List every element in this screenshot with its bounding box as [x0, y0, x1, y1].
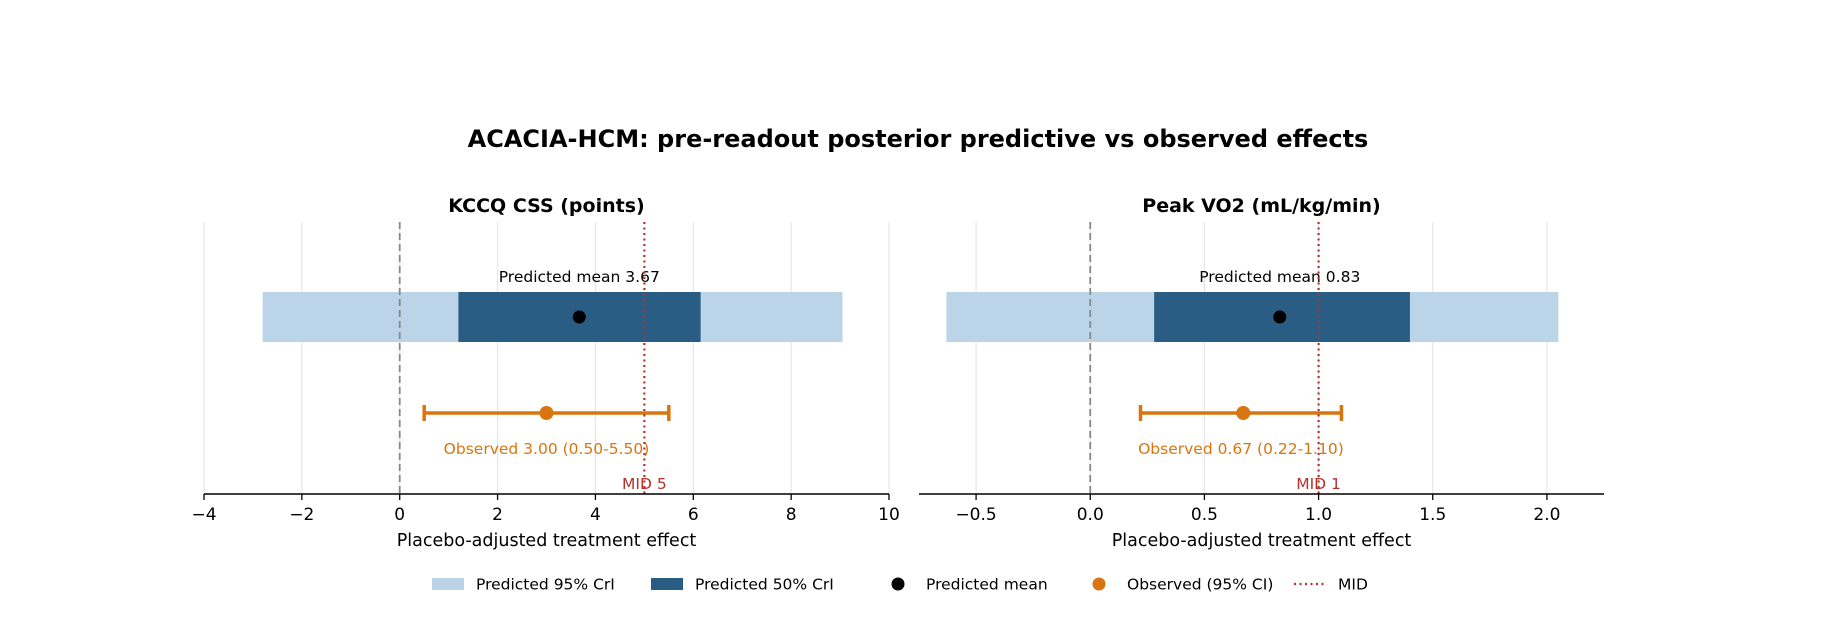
- x-tick-label: 6: [688, 505, 699, 525]
- mid-label: MID 1: [1296, 475, 1341, 493]
- observed-point: [539, 406, 554, 420]
- x-tick-label: −2: [289, 505, 314, 525]
- mid-label: MID 5: [622, 475, 667, 493]
- x-axis-label: Placebo-adjusted treatment effect: [1112, 531, 1412, 551]
- legend-label: MID: [1338, 576, 1368, 594]
- x-tick-label: −0.5: [955, 505, 996, 525]
- predicted-mean-label: Predicted mean 0.83: [1199, 268, 1360, 286]
- legend-label: Predicted 50% CrI: [695, 576, 834, 594]
- legend-label: Predicted mean: [926, 576, 1048, 594]
- panel-kccq-css: KCCQ CSS (points) Predicted mean 3.67 Obse…: [191, 195, 899, 551]
- x-tick-label: 0.0: [1077, 505, 1104, 525]
- x-axis-label: Placebo-adjusted treatment effect: [397, 531, 697, 551]
- x-tick-label: 1.0: [1305, 505, 1332, 525]
- panel-peak-vo2: Peak VO2 (mL/kg/min) Predicted mean 0.83 O…: [919, 195, 1604, 551]
- x-tick-label: 10: [878, 505, 900, 525]
- panel-title: KCCQ CSS (points): [448, 195, 644, 217]
- legend: Predicted 95% CrI Predicted 50% CrI Predic…: [432, 576, 1368, 594]
- x-tick-label: 2: [492, 505, 503, 525]
- x-tick-label: 1.5: [1419, 505, 1446, 525]
- figure-title: ACACIA-HCM: pre-readout posterior predic…: [468, 125, 1369, 153]
- predicted-mean-point: [572, 310, 586, 324]
- panel-title: Peak VO2 (mL/kg/min): [1142, 195, 1380, 217]
- x-tick-label: 4: [590, 505, 601, 525]
- legend-50-cri-swatch: [651, 578, 683, 590]
- x-tick-label: 8: [786, 505, 797, 525]
- observed-label: Observed 0.67 (0.22-1.10): [1138, 440, 1344, 458]
- x-tick-label: 2.0: [1533, 505, 1560, 525]
- legend-label: Predicted 95% CrI: [476, 576, 615, 594]
- legend-label: Observed (95% CI): [1127, 576, 1273, 594]
- observed-label: Observed 3.00 (0.50-5.50): [444, 440, 650, 458]
- predicted-mean-label: Predicted mean 3.67: [499, 268, 660, 286]
- legend-mean-marker: [891, 577, 905, 591]
- observed-point: [1236, 406, 1251, 420]
- predicted-mean-point: [1273, 310, 1287, 324]
- x-tick-label: 0: [394, 505, 405, 525]
- legend-95-cri-swatch: [432, 578, 464, 590]
- x-tick-label: −4: [191, 505, 216, 525]
- x-tick-label: 0.5: [1191, 505, 1218, 525]
- legend-observed-marker: [1092, 577, 1106, 591]
